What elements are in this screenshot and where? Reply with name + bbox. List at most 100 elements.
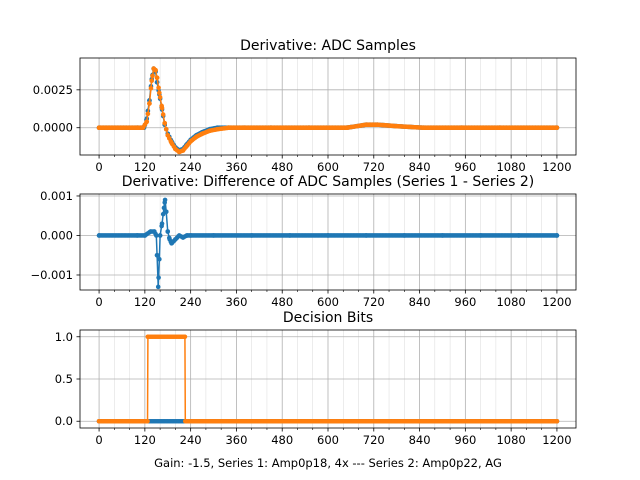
data-point <box>96 418 102 424</box>
x-tick-label: 120 <box>134 433 156 447</box>
data-point <box>306 125 312 131</box>
subplot-decision-bits: Decision Bits 0 120 240 360 480 600 720 840 960 1… <box>55 310 577 470</box>
data-point <box>402 233 407 238</box>
data-point <box>144 119 150 124</box>
data-point <box>183 418 188 424</box>
data-point <box>554 125 560 131</box>
x-tick-label: 240 <box>180 433 202 447</box>
data-point <box>134 233 140 238</box>
data-point <box>148 229 153 234</box>
data-point <box>142 233 148 238</box>
x-tick-label: 240 <box>180 295 202 309</box>
data-point <box>154 233 159 238</box>
data-point <box>180 148 186 153</box>
subplot-1-y-ticks: 0.0000 0.0025 <box>33 83 80 135</box>
subplot-3-grid <box>80 330 576 428</box>
data-point <box>497 125 502 131</box>
data-point <box>147 101 152 106</box>
y-tick-label: 0.5 <box>55 372 73 386</box>
data-point <box>226 125 232 131</box>
y-tick-label: 0.001 <box>40 189 73 203</box>
data-point <box>173 237 178 242</box>
x-tick-label: 960 <box>454 160 476 174</box>
x-tick-label: 0 <box>95 160 102 174</box>
data-point <box>157 233 163 238</box>
y-tick-label: 0.0025 <box>33 83 73 97</box>
data-point <box>176 149 182 155</box>
x-tick-label: 120 <box>134 160 156 174</box>
x-tick-label: 1200 <box>542 160 571 174</box>
subplot-1-x-ticks: 0 120 240 360 480 600 720 840 960 1080 1200 <box>95 155 572 174</box>
subplot-3-title: Decision Bits <box>283 310 373 326</box>
x-tick-label: 240 <box>180 160 202 174</box>
data-point <box>287 233 293 238</box>
series-2 <box>96 334 560 424</box>
data-point <box>554 418 560 424</box>
data-point <box>421 125 426 131</box>
data-point <box>184 143 190 149</box>
data-point <box>268 125 274 131</box>
x-tick-label: 720 <box>363 295 385 309</box>
x-tick-label: 600 <box>317 433 339 447</box>
x-tick-label: 1200 <box>542 433 571 447</box>
data-point <box>149 78 155 84</box>
data-point <box>182 334 188 340</box>
data-point <box>169 241 174 246</box>
data-point <box>325 233 331 238</box>
x-tick-label: 360 <box>225 295 247 309</box>
x-tick-label: 600 <box>317 160 339 174</box>
data-point <box>165 229 171 234</box>
subplot-1-title: Derivative: ADC Samples <box>240 38 416 54</box>
data-point <box>394 123 399 129</box>
x-tick-label: 600 <box>317 295 339 309</box>
data-point <box>160 112 166 117</box>
data-point <box>249 233 254 238</box>
data-point <box>554 233 560 238</box>
x-tick-label: 840 <box>409 160 431 174</box>
x-tick-label: 1200 <box>542 295 571 309</box>
subplot-2-x-ticks: 0 120 240 360 480 600 720 840 960 1080 1200 <box>95 290 572 309</box>
data-point <box>375 122 380 127</box>
data-point <box>157 90 162 96</box>
data-point <box>155 284 161 290</box>
data-point <box>215 126 220 132</box>
subplot-2-series <box>96 197 560 290</box>
data-point <box>363 122 369 127</box>
series-2 <box>96 66 560 155</box>
data-point <box>157 256 162 262</box>
subplot-3-x-ticks: 0 120 240 360 480 600 720 840 960 1080 1200 <box>95 428 572 447</box>
x-tick-label: 120 <box>134 295 156 309</box>
data-point <box>156 85 161 91</box>
subplot-2-title: Derivative: Difference of ADC Samples (S… <box>122 174 534 190</box>
data-point <box>140 125 146 131</box>
data-point <box>180 235 186 240</box>
data-point <box>154 75 160 80</box>
x-tick-label: 0 <box>95 295 102 309</box>
data-point <box>156 275 161 280</box>
data-point <box>161 205 167 211</box>
x-tick-label: 360 <box>225 160 247 174</box>
x-tick-label: 1080 <box>496 160 525 174</box>
data-point <box>169 140 174 146</box>
data-point <box>478 233 483 238</box>
data-point <box>459 125 464 131</box>
series-1 <box>96 197 560 290</box>
data-point <box>162 120 167 126</box>
y-tick-label: −0.001 <box>30 268 73 282</box>
y-tick-label: 0.000 <box>40 228 73 242</box>
subplot-3-y-ticks: 0.0 0.5 1.0 <box>55 330 80 428</box>
subplot-1-series <box>96 66 560 155</box>
subplot-3-xlabel: Gain: -1.5, Series 1: Amp0p18, 4x --- Se… <box>154 456 502 470</box>
data-point <box>344 125 350 131</box>
data-point <box>184 233 190 238</box>
subplot-2-grid <box>80 194 576 290</box>
x-tick-label: 960 <box>454 433 476 447</box>
x-tick-label: 960 <box>454 295 476 309</box>
data-point <box>145 418 150 424</box>
x-tick-label: 840 <box>409 295 431 309</box>
data-point <box>167 237 172 242</box>
subplot-3-series <box>96 334 560 424</box>
data-point <box>134 125 140 131</box>
data-point <box>188 139 193 144</box>
